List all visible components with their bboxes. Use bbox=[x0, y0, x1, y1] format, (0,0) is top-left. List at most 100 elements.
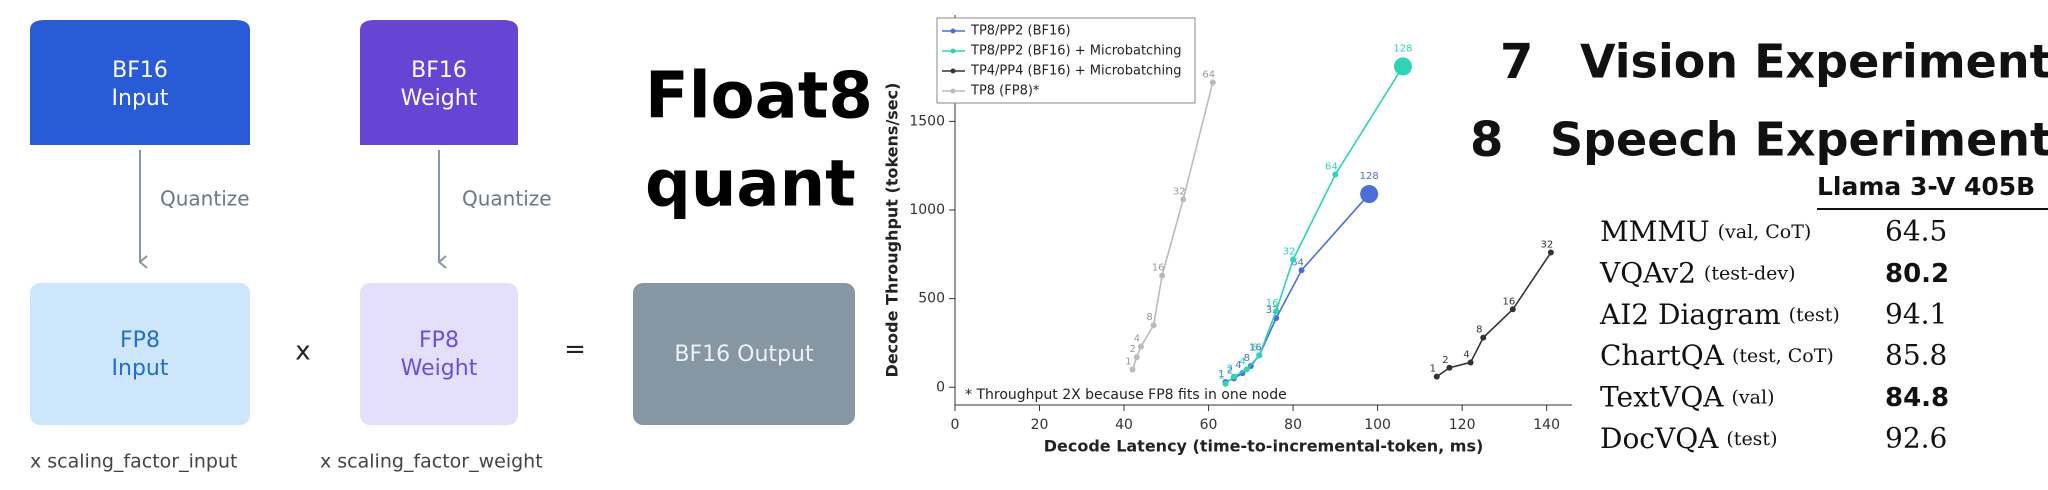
right-panel: 7 Vision Experiments 8 Speech Experiments Ll… bbox=[1470, 34, 2048, 455]
point-label: 64 bbox=[1202, 69, 1215, 80]
point-label: 16 bbox=[1152, 263, 1165, 274]
row-value: 64.5 bbox=[1885, 215, 1947, 248]
row-name: AI2 Diagram bbox=[1599, 297, 1781, 330]
point-label: 8 bbox=[1146, 312, 1152, 323]
x-tick-label: 40 bbox=[1115, 417, 1133, 433]
point-label: 32 bbox=[1541, 240, 1554, 251]
row-name: VQAv2 bbox=[1599, 256, 1696, 289]
point-label: 16 bbox=[1249, 342, 1262, 353]
point-label: 4 bbox=[1134, 334, 1140, 345]
legend-label: TP8/PP2 (BF16) bbox=[970, 24, 1071, 39]
legend-swatch bbox=[950, 28, 956, 34]
point-label: 32 bbox=[1173, 186, 1186, 197]
row-note: (test) bbox=[1726, 428, 1777, 450]
legend-swatch bbox=[950, 68, 956, 74]
point-label: 4 bbox=[1235, 360, 1241, 371]
y-axis-label: Decode Throughput (tokens/sec) bbox=[883, 83, 902, 378]
row-note: (val) bbox=[1732, 387, 1775, 409]
bf16-output-box bbox=[633, 283, 855, 425]
series-line bbox=[1436, 252, 1552, 378]
operator: = bbox=[564, 335, 586, 365]
point bbox=[1480, 334, 1487, 341]
point bbox=[1222, 380, 1229, 387]
point-label: 8 bbox=[1244, 353, 1250, 364]
point-label: 8 bbox=[1252, 342, 1258, 353]
section-number: 8 bbox=[1470, 112, 1503, 168]
arrow-label: Quantize bbox=[462, 187, 552, 211]
point bbox=[1433, 373, 1440, 380]
row-value: 80.2 bbox=[1885, 259, 1949, 289]
row-label: DocVQA (test) bbox=[1600, 422, 1777, 455]
point-label: 2 bbox=[1227, 365, 1233, 376]
point bbox=[1509, 306, 1516, 313]
chart: 0 20 40 60 80 100 120 140 0 500 1000 1500 Decode Lat… bbox=[883, 15, 1572, 456]
point bbox=[1256, 352, 1263, 359]
row-label: MMMU (val, CoT) bbox=[1600, 215, 1811, 248]
point bbox=[1360, 185, 1379, 204]
point-label: 2 bbox=[1130, 344, 1136, 355]
point bbox=[1209, 79, 1216, 86]
x-tick-label: 60 bbox=[1200, 417, 1218, 433]
row-name: TextVQA bbox=[1600, 380, 1724, 413]
point-label: 8 bbox=[1476, 325, 1482, 336]
x-tick-label: 80 bbox=[1284, 417, 1302, 433]
section-title: Vision Experiments bbox=[1580, 35, 2048, 89]
point-label: 64 bbox=[1291, 257, 1304, 268]
row-value: 94.1 bbox=[1885, 297, 1947, 330]
series-line bbox=[1224, 65, 1404, 385]
point-label: 2 bbox=[1227, 364, 1233, 375]
point-label: 16 bbox=[1502, 296, 1515, 307]
point-label: 64 bbox=[1325, 162, 1338, 173]
y-tick-label: 1000 bbox=[909, 202, 945, 218]
row-note: (val, CoT) bbox=[1718, 221, 1812, 243]
point-label: 2 bbox=[1442, 355, 1448, 366]
row-label: ChartQA (test, CoT) bbox=[1600, 339, 1834, 372]
caption: x scaling_factor_input bbox=[30, 451, 237, 473]
x-tick-label: 0 bbox=[951, 417, 960, 433]
box-label: BF16 Output bbox=[674, 342, 814, 367]
legend-label: TP4/PP4 (BF16) + Microbatching bbox=[970, 64, 1182, 79]
fp8-weight-box bbox=[360, 283, 518, 425]
point bbox=[1159, 272, 1166, 279]
point-label: 32 bbox=[1283, 247, 1296, 258]
bf16-input-box bbox=[30, 20, 250, 145]
row-value: 85.8 bbox=[1885, 339, 1947, 372]
row-value: 92.6 bbox=[1885, 422, 1947, 455]
annotation: * Throughput 2X because FP8 fits in one … bbox=[965, 387, 1287, 403]
point bbox=[1298, 267, 1305, 274]
row-note: (test) bbox=[1789, 304, 1840, 326]
y-tick-label: 500 bbox=[918, 291, 945, 307]
row-label: TextVQA (val) bbox=[1600, 380, 1774, 413]
legend-label: TP8/PP2 (BF16) + Microbatching bbox=[970, 44, 1182, 59]
y-tick-label: 0 bbox=[936, 379, 945, 395]
point-label: 128 bbox=[1393, 43, 1412, 54]
y-tick-label: 1500 bbox=[909, 113, 945, 129]
point bbox=[1150, 322, 1157, 329]
row-label: AI2 Diagram (test) bbox=[1599, 297, 1840, 330]
row-name: ChartQA bbox=[1600, 339, 1725, 372]
point-label: 4 bbox=[1463, 349, 1469, 360]
headline: quant bbox=[645, 148, 856, 222]
point-label: 128 bbox=[1360, 171, 1379, 182]
operator: x bbox=[295, 337, 310, 367]
point-label: 1 bbox=[1430, 364, 1436, 375]
headline: Float8 bbox=[645, 60, 873, 134]
section-number: 7 bbox=[1500, 34, 1533, 90]
point bbox=[1290, 256, 1297, 263]
point bbox=[1129, 366, 1136, 373]
row-name: DocVQA bbox=[1600, 422, 1719, 455]
x-tick-label: 120 bbox=[1449, 417, 1476, 433]
x-tick-label: 20 bbox=[1031, 417, 1049, 433]
x-tick-label: 100 bbox=[1364, 417, 1391, 433]
point bbox=[1180, 196, 1187, 203]
box-label: FP8 Weight bbox=[401, 328, 478, 381]
point bbox=[1273, 308, 1280, 315]
point-label: 4 bbox=[1239, 357, 1245, 368]
fp8-input-box bbox=[30, 283, 250, 425]
point-label: 1 bbox=[1218, 371, 1224, 382]
point bbox=[1393, 57, 1412, 76]
point bbox=[1230, 373, 1237, 380]
box-label: FP8 Input bbox=[112, 328, 169, 381]
diagram-texts: BF16 Input BF16 Weight Quantize Quantize FP8 In… bbox=[30, 58, 873, 473]
